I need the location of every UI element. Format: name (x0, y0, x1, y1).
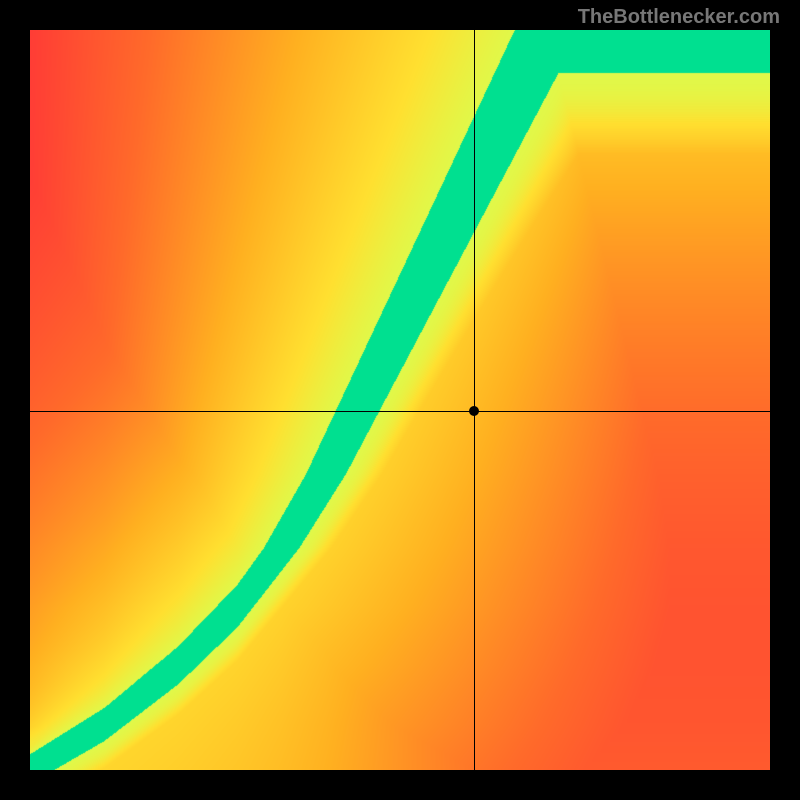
watermark-text: TheBottlenecker.com (578, 6, 780, 29)
selection-marker (469, 406, 479, 416)
bottleneck-heatmap (30, 30, 770, 770)
heatmap-canvas (30, 30, 770, 770)
crosshair-horizontal (30, 411, 770, 412)
crosshair-vertical (474, 30, 475, 770)
